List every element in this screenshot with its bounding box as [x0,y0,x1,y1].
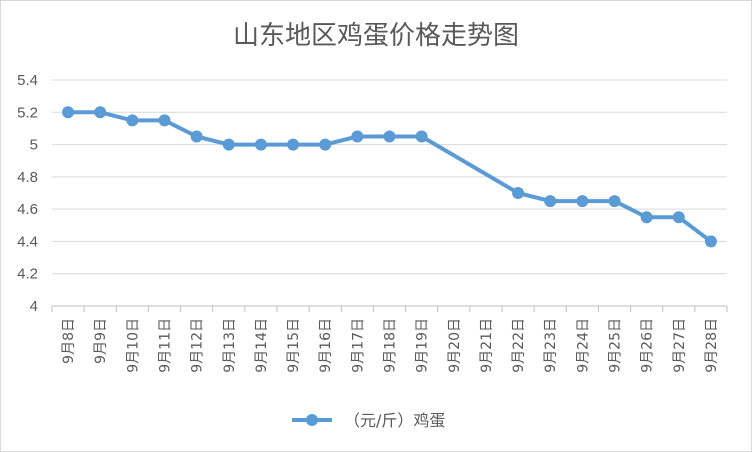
data-point [319,138,332,151]
y-tick-label: 4.4 [17,233,38,250]
legend-label: （元/斤）鸡蛋 [344,411,445,430]
data-point [415,130,428,143]
x-tick-label: 9月11日 [158,318,174,373]
y-tick-label: 5.4 [17,72,38,89]
data-point [608,195,621,208]
y-tick-label: 5.2 [17,104,38,121]
x-tick-label: 9月14日 [254,318,270,373]
data-point [351,130,364,143]
x-tick-label: 9月8日 [61,318,77,364]
data-point [126,114,139,127]
data-point [512,187,525,199]
data-point [222,138,235,151]
data-point [287,138,300,151]
x-tick-label: 9月28日 [704,318,720,373]
y-tick-label: 4.6 [17,201,38,218]
x-tick-label: 9月16日 [318,318,334,373]
x-tick-label: 9月12日 [190,318,206,373]
x-tick-label: 9月19日 [415,318,431,373]
chart-title: 山东地区鸡蛋价格走势图 [233,21,519,51]
x-tick-label: 9月20日 [447,318,463,373]
x-tick-label: 9月10日 [125,318,141,373]
data-point [672,211,685,224]
y-axis-ticks: 4 4.2 4.4 4.6 4.8 5 5.2 5.4 [17,72,38,315]
data-point [94,106,107,119]
data-point [704,235,717,248]
data-point [383,130,396,143]
data-point [254,138,267,151]
x-tick-label: 9月23日 [543,318,559,373]
data-point [640,211,653,224]
x-tick-label: 9月24日 [575,318,591,373]
legend-marker [306,414,318,426]
x-tick-label: 9月21日 [479,318,495,373]
gridlines [52,79,727,307]
x-tick-label: 9月13日 [222,318,238,373]
x-tick-label: 9月22日 [511,318,527,373]
x-tick-label: 9月17日 [350,318,366,373]
y-tick-label: 4 [30,298,38,315]
x-axis-ticks: 9月8日 9月9日 9月10日 9月11日 9月12日 9月13日 9月14日 9月15日 9月… [51,306,728,373]
data-point [190,130,203,143]
x-tick-label: 9月15日 [286,318,302,373]
x-tick-label: 9月25日 [608,318,624,373]
data-point [544,195,557,208]
series-layer [62,106,717,248]
x-tick-label: 9月26日 [640,318,656,373]
data-point [576,195,589,208]
y-tick-label: 4.2 [17,266,38,283]
x-tick-label: 9月27日 [672,318,688,373]
x-tick-label: 9月18日 [383,318,399,373]
data-point [158,114,171,127]
y-tick-label: 5 [30,137,38,154]
legend: （元/斤）鸡蛋 [292,411,445,430]
y-tick-label: 4.8 [17,169,38,186]
data-point [62,106,75,119]
x-tick-label: 9月9日 [93,318,109,364]
